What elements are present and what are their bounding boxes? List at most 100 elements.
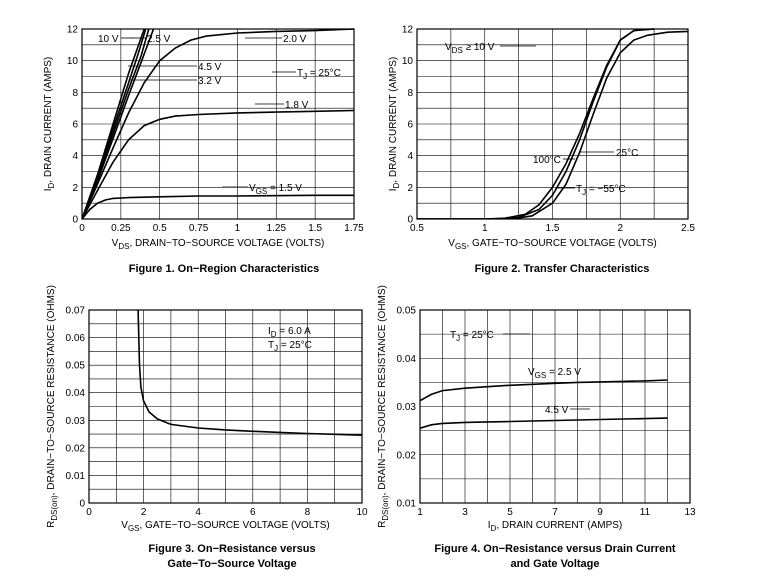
y-tick-label: 0.01 [66,471,86,482]
annotation-label: 3.2 V [198,76,222,87]
annotation-label: 4.5 V [198,62,222,73]
y-tick-label: 2 [407,183,413,194]
annotation-label-main: V [445,42,452,53]
y-tick-label: 0.02 [397,450,417,461]
annotation-label-main: I [268,326,271,337]
y-tick-label: 0.05 [66,361,86,372]
y-axis-label: RDS(on), DRAIN−TO−SOURCE RESISTANCE (OHM… [377,285,390,528]
x-tick-label: 11 [640,507,651,518]
y-tick-label: 10 [67,56,79,67]
y-axis-label-sub: D [47,182,56,188]
annotation-label: 2.5 V [147,34,171,45]
x-tick-label: 1.5 [308,223,322,234]
x-axis-label: VDS, DRAIN−TO−SOURCE VOLTAGE (VOLTS) [112,238,325,251]
x-tick-label: 1.75 [344,223,364,234]
annotation-label-main: V [249,183,256,194]
series-line-1 [420,379,668,402]
y-axis-label-sub: DS(on) [50,495,59,521]
x-axis-label-sub: GS [455,242,467,251]
x-axis-label-sub: D [491,524,497,533]
annotation-label-rest: = −55°C [586,184,626,195]
x-tick-label: 7 [552,507,558,518]
x-tick-label: 1 [235,223,241,234]
y-tick-label: 0 [79,499,85,510]
y-axis-label: RDS(on), DRAIN−TO−SOURCE RESISTANCE (OHM… [46,285,59,528]
y-tick-label: 2 [72,183,78,194]
y-tick-label: 0.03 [66,416,86,427]
annotation-label: 2.0 V [283,34,307,45]
series-line-2 [82,28,147,219]
y-tick-label: 0.04 [66,388,86,399]
annotation-label-sub: J [303,72,307,81]
x-tick-label: 0 [79,223,85,234]
x-axis-label-sub: DS [118,242,129,251]
annotation-label: 4.5 V [545,405,569,416]
annotations: VDS ≥ 10 V 25°C 100°C TJ = −55°C [445,42,638,197]
y-tick-label: 0.06 [66,333,86,344]
y-tick-label: 6 [407,120,413,131]
figure-caption: Figure 2. Transfer Characteristics [475,263,650,275]
annotation-label-sub: GS [535,371,547,380]
y-tick-label: 12 [67,25,79,36]
y-axis-label-rest: , DRAIN CURRENT (AMPS) [388,57,399,183]
grid-lines [89,310,362,503]
annotation-label-sub: D [271,330,277,339]
y-tick-label: 10 [402,56,414,67]
x-tick-label: 13 [684,507,696,518]
y-tick-label: 0.05 [397,306,417,317]
x-tick-label: 3 [462,507,468,518]
annotation-label: 25°C [616,148,638,159]
y-axis-label-rest: , DRAIN−TO−SOURCE RESISTANCE (OHMS) [377,285,388,495]
y-tick-label: 12 [402,25,414,36]
x-tick-label: 6 [250,507,256,518]
annotation-label: ID = 6.0 A [268,326,311,339]
y-tick-label: 0.03 [397,402,417,413]
chart-panel-3: 0 2 4 6 8 10 0 0.01 0.02 0.03 0.04 0.05 0.06 0.07 VGS,… [46,285,368,570]
x-axis-label-rest: , DRAIN CURRENT (AMPS) [496,520,622,531]
y-tick-label: 4 [407,151,413,162]
annotation-label-main: T [268,340,274,351]
series-line-2 [420,417,668,429]
y-axis-label-rest: , DRAIN−TO−SOURCE RESISTANCE (OHMS) [46,285,57,495]
figure-caption: Figure 1. On−Region Characteristics [129,263,319,275]
y-axis-label-rest: , DRAIN CURRENT (AMPS) [43,57,54,183]
y-tick-label: 8 [407,88,413,99]
y-axis-label-main: R [46,521,57,528]
x-axis-label: VGS, GATE−TO−SOURCE VOLTAGE (VOLTS) [448,238,656,251]
x-axis-label-main: V [121,520,128,531]
x-tick-label: 1 [417,507,423,518]
y-tick-label: 0.02 [66,443,86,454]
figure-caption: Figure 3. On−Resistance versus [148,543,315,555]
annotation-label-rest: = 25°C [307,68,341,79]
y-tick-label: 0.04 [397,354,417,365]
y-tick-label: 8 [72,88,78,99]
x-tick-label: 8 [305,507,311,518]
annotations: 10 V 2.5 V 2.0 V 4.5 V 3.2 V TJ = 25°C 1.8 V VG… [98,34,341,196]
annotation-label-main: T [450,330,456,341]
series-line-6 [82,109,354,219]
x-tick-label: 2 [141,507,147,518]
y-tick-label: 0.01 [397,499,417,510]
annotation-label-sub: J [582,188,586,197]
annotation-label-main: V [528,367,535,378]
y-axis-label-main: I [43,188,54,191]
x-axis-label-rest: , GATE−TO−SOURCE VOLTAGE (VOLTS) [140,520,330,531]
annotation-label: 1.8 V [285,100,309,111]
grid-lines [420,310,690,503]
x-tick-label: 5 [507,507,513,518]
x-tick-label: 1 [482,223,488,234]
x-tick-label: 0.5 [153,223,167,234]
annotation-label-sub: J [456,334,460,343]
y-axis-label-sub: DS(on) [381,495,390,521]
plot-frame [81,28,355,220]
y-tick-label: 0 [407,215,413,226]
x-tick-label: 10 [356,507,368,518]
x-axis-label-sub: GS [128,524,140,533]
y-axis-label: ID, DRAIN CURRENT (AMPS) [43,57,56,192]
x-tick-label: 2 [617,223,623,234]
series-line-4 [82,28,155,219]
x-axis-label-rest: , GATE−TO−SOURCE VOLTAGE (VOLTS) [467,238,657,249]
annotation-label: 100°C [533,155,561,166]
annotations: ID = 6.0 ATJ = 25°C [268,326,312,353]
